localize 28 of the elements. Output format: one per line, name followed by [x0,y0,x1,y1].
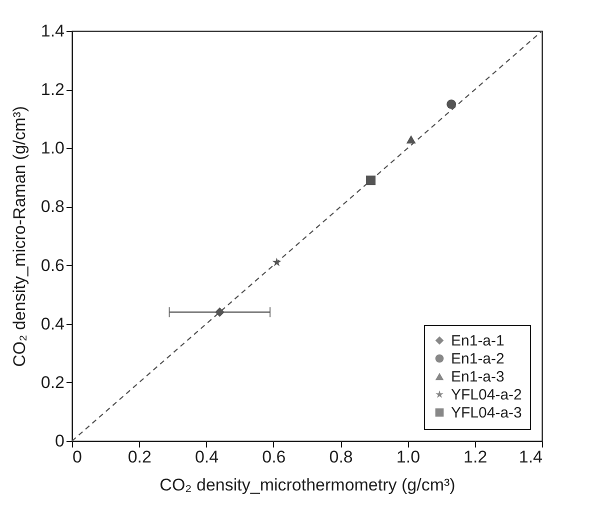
y-tick-label: 0 [55,432,64,450]
x-tick-label: 1.4 [518,448,542,466]
y-tick-label: 0.2 [40,372,64,392]
y-tick-label: 1.2 [40,80,64,100]
legend-label: En1-a-2 [451,350,504,368]
x-tick-label: 1.2 [464,448,488,466]
x-tick-label: 0.4 [194,448,219,466]
point [214,307,224,317]
x-axis-title: CO₂ density_microthermometry (g/cm³) [160,476,456,494]
point [446,99,456,109]
point [272,258,282,266]
legend-label: En1-a-3 [451,368,504,386]
x-tick-label: 0.6 [262,448,286,466]
x-tick-label: 0.2 [128,448,152,466]
y-tick-label: 1.4 [40,22,64,40]
x-tick-label: 1.0 [396,448,420,466]
legend-label: YFL04-a-3 [451,404,522,422]
y-tick-label: 0.6 [40,256,64,275]
x-tick-label: 0 [72,448,82,466]
y-tick-label: 0.8 [40,197,64,216]
point [406,135,416,144]
point [366,176,376,186]
y-tick-label: 1.0 [40,138,64,158]
y-tick-label: 0.4 [40,314,64,334]
legend-label: En1-a-1 [451,332,504,350]
y-axis-title: CO₂ density_micro-Raman (g/cm³) [10,106,29,367]
x-tick-label: 0.8 [329,448,353,466]
legend-label: YFL04-a-2 [451,386,522,404]
